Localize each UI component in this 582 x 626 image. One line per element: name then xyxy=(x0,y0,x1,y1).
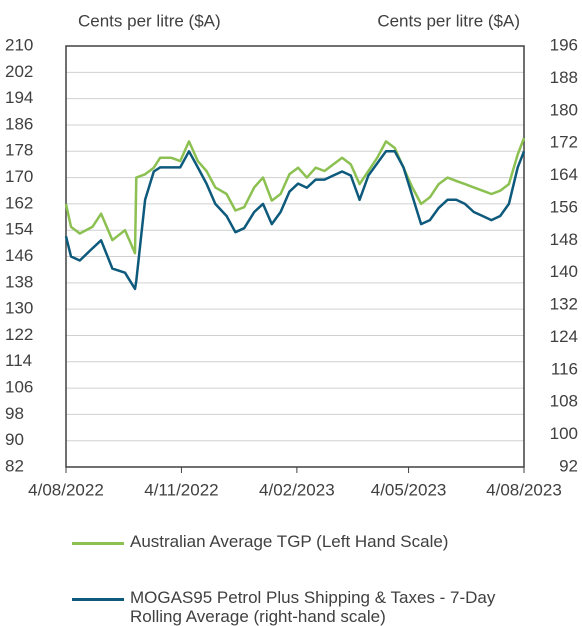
x-tick-label: 4/02/2023 xyxy=(259,480,335,499)
y-tick-label: 130 xyxy=(5,299,33,318)
y2-tick-label: 140 xyxy=(550,262,578,281)
y-tick-label: 162 xyxy=(5,193,33,212)
x-tick-label: 4/05/2023 xyxy=(371,480,447,499)
y-tick-label: 154 xyxy=(5,220,33,239)
chart: Cents per litre ($A) Cents per litre ($A… xyxy=(5,11,578,499)
y2-tick-label: 188 xyxy=(550,68,578,87)
data-line xyxy=(64,150,526,291)
y-tick-label: 106 xyxy=(5,378,33,397)
legend-swatch xyxy=(72,598,124,601)
y2-tick-label: 196 xyxy=(550,35,578,54)
y-tick-label: 194 xyxy=(5,88,33,107)
y2-tick-label: 116 xyxy=(551,359,578,378)
legend-swatch xyxy=(72,542,124,545)
legend-label: Australian Average TGP (Left Hand Scale) xyxy=(130,532,449,551)
y2-axis-label: Cents per litre ($A) xyxy=(377,11,520,30)
y-tick-label: 138 xyxy=(5,272,33,291)
y-tick-label: 202 xyxy=(5,62,33,81)
y2-tick-label: 180 xyxy=(550,100,578,119)
y-tick-label: 90 xyxy=(5,430,24,449)
y-tick-label: 210 xyxy=(5,35,33,54)
x-tick-label: 4/08/2022 xyxy=(28,480,104,499)
y2-tick-label: 100 xyxy=(550,424,578,443)
y2-tick-label: 156 xyxy=(550,197,578,216)
y-tick-label: 178 xyxy=(5,141,33,160)
legend-label: MOGAS95 Petrol Plus Shipping & Taxes - 7… xyxy=(130,588,496,626)
y-tick-label: 114 xyxy=(5,351,32,370)
y2-tick-label: 172 xyxy=(550,133,578,152)
y-tick-label: 146 xyxy=(5,246,33,265)
data-line xyxy=(64,137,526,255)
y-tick-label: 98 xyxy=(5,404,24,423)
y-tick-label: 82 xyxy=(5,456,24,475)
legend-item: Australian Average TGP (Left Hand Scale) xyxy=(72,532,530,551)
y-tick-label: 122 xyxy=(5,325,33,344)
y2-tick-label: 148 xyxy=(550,230,578,249)
x-tick-label: 4/11/2022 xyxy=(144,480,218,499)
y2-tick-label: 124 xyxy=(550,327,578,346)
legend-item: MOGAS95 Petrol Plus Shipping & Taxes - 7… xyxy=(72,588,530,626)
x-tick-label: 4/08/2023 xyxy=(486,480,562,499)
plot-border xyxy=(65,45,525,468)
y2-tick-label: 92 xyxy=(559,456,578,475)
y-tick-label: 170 xyxy=(5,167,33,186)
y-tick-label: 186 xyxy=(5,114,33,133)
y2-tick-label: 132 xyxy=(550,295,578,314)
y2-tick-label: 108 xyxy=(550,392,578,411)
y-axis-label: Cents per litre ($A) xyxy=(78,11,221,30)
y2-tick-label: 164 xyxy=(550,165,578,184)
